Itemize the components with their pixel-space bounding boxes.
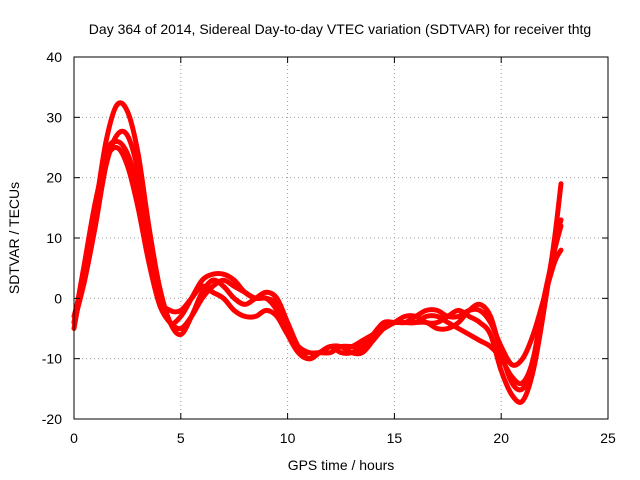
tick-labels: 0 5 10 15 20 25 -20 -10 0 10 20 30 40 <box>42 49 616 446</box>
x-tick-label: 10 <box>280 430 296 446</box>
x-tick-label: 0 <box>70 430 78 446</box>
series-group <box>71 100 564 405</box>
y-tick-label: -20 <box>42 411 62 427</box>
series-line-sat-d <box>71 144 564 393</box>
x-tick-label: 15 <box>387 430 403 446</box>
y-axis-label: SDTVAR / TECUs <box>6 182 22 294</box>
chart-title: Day 364 of 2014, Sidereal Day-to-day VTE… <box>89 21 591 37</box>
x-tick-label: 20 <box>493 430 509 446</box>
grid <box>74 57 608 419</box>
y-tick-label: 40 <box>46 49 62 65</box>
y-tick-label: -10 <box>42 351 62 367</box>
x-axis-label: GPS time / hours <box>288 457 395 473</box>
y-tick-label: 0 <box>54 290 62 306</box>
x-tick-label: 25 <box>600 430 616 446</box>
y-tick-label: 20 <box>46 170 62 186</box>
y-tick-label: 10 <box>46 230 62 246</box>
y-tick-label: 30 <box>46 109 62 125</box>
x-tick-label: 5 <box>177 430 185 446</box>
axis-ticks <box>73 56 609 420</box>
